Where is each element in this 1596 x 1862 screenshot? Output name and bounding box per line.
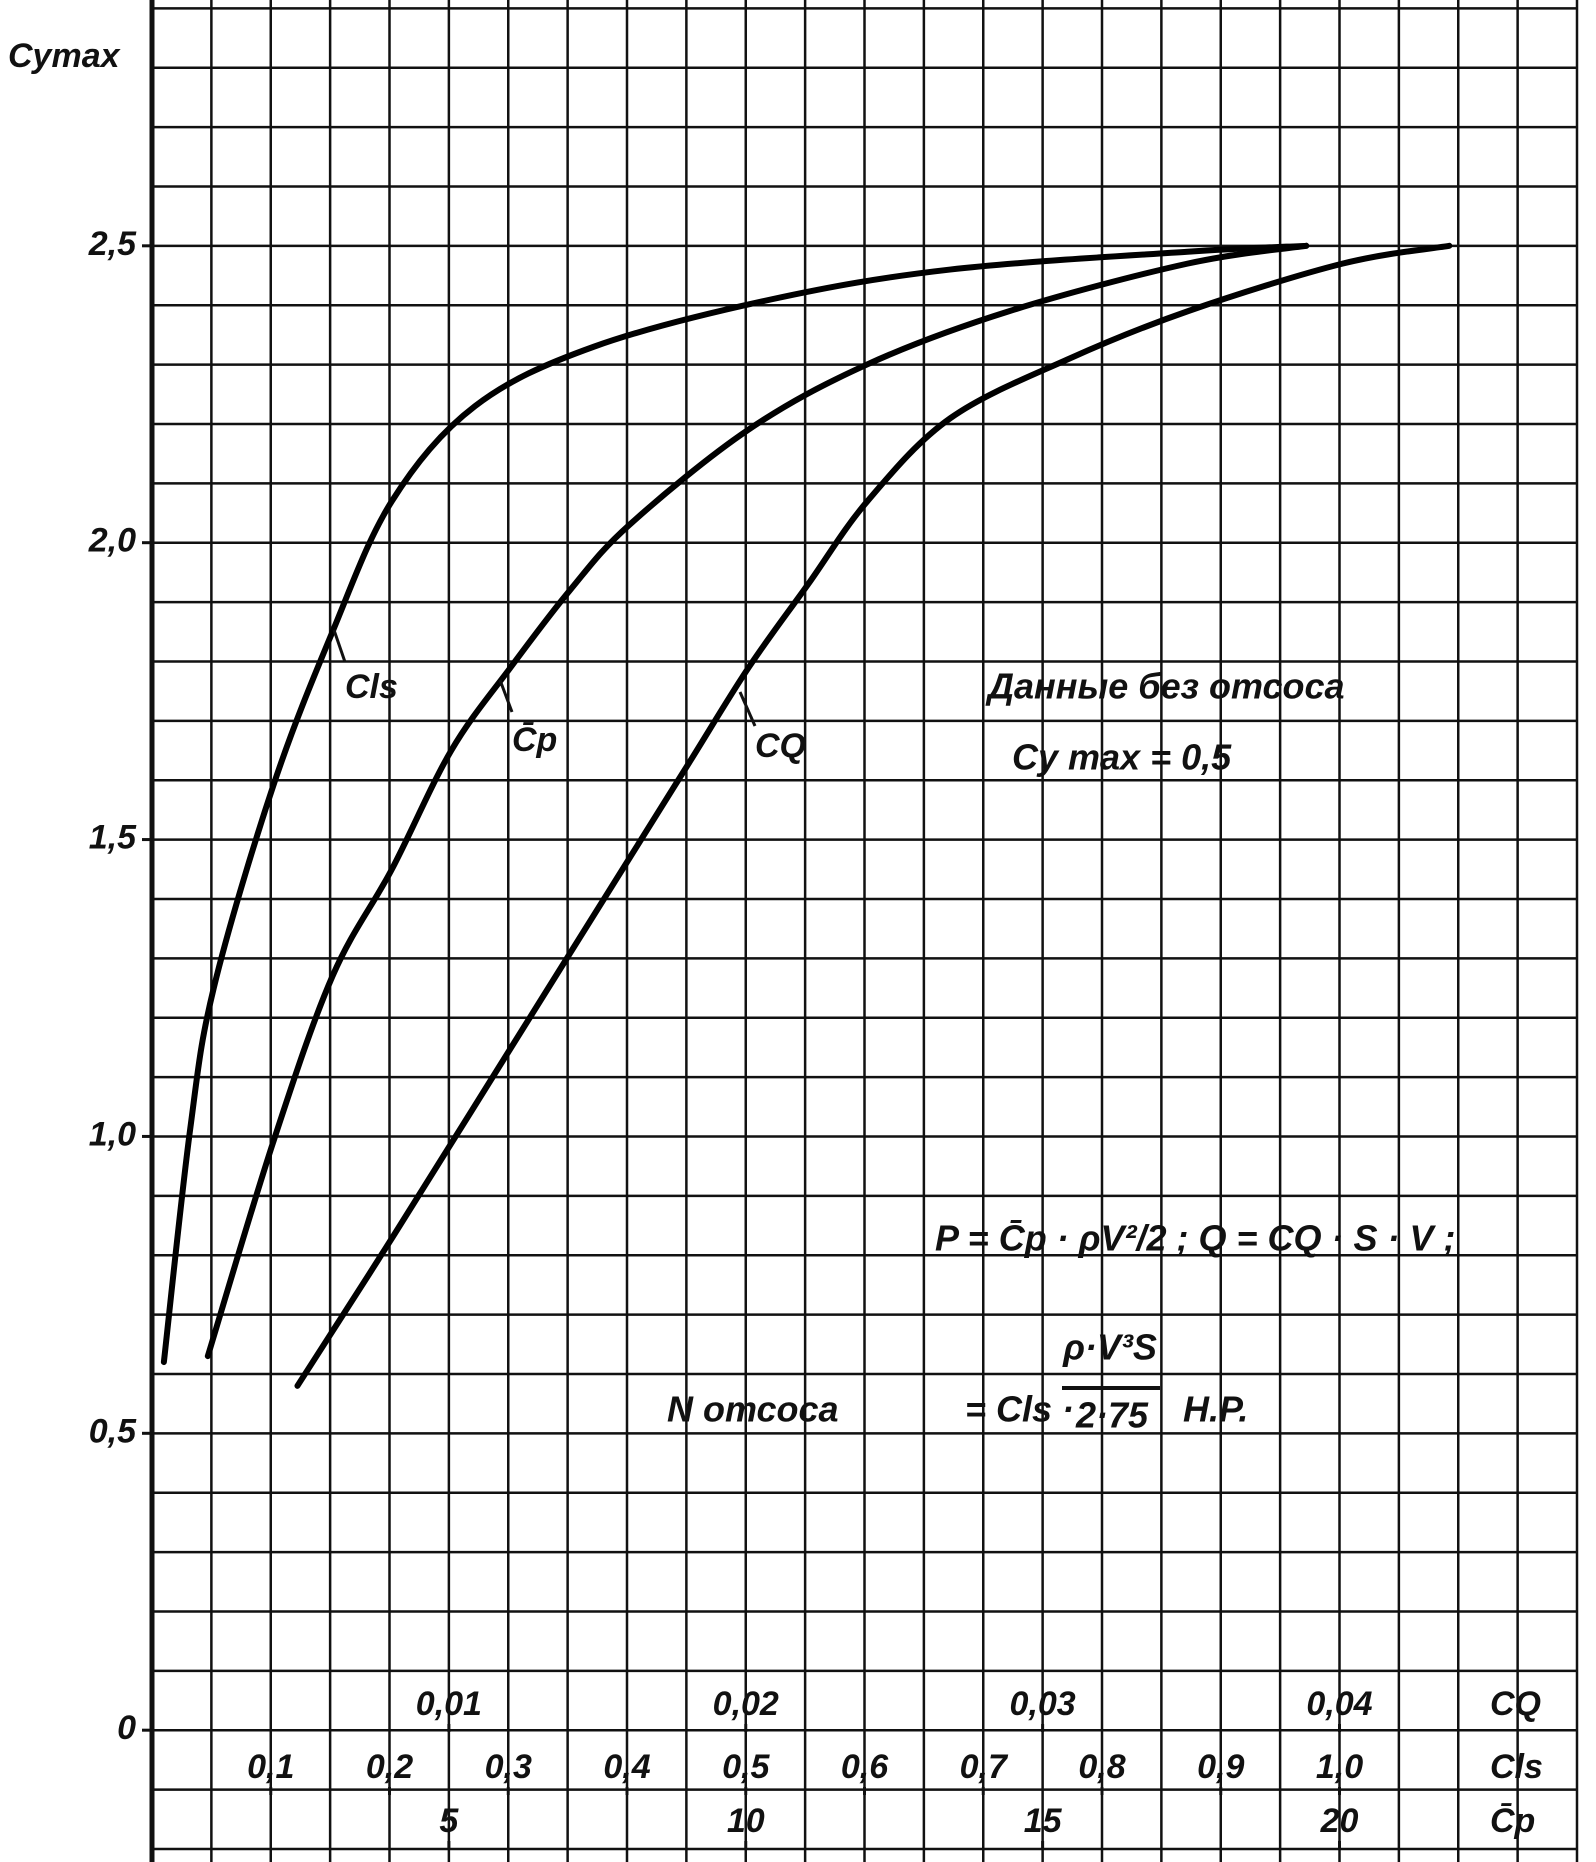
y-tick-label: 2,5	[88, 225, 137, 263]
annotation-formula: = Cls ·	[965, 1389, 1074, 1430]
leader-line	[332, 629, 347, 663]
annotation-baseline: Cy max = 0,5	[1012, 737, 1232, 778]
x-tick-label: 0,03	[1010, 1685, 1076, 1723]
y-tick-label: 0	[117, 1709, 136, 1747]
y-tick-label: 0,5	[89, 1412, 137, 1450]
leader-line	[738, 691, 757, 727]
series-label: C̄p	[512, 721, 557, 759]
annotation-formula: H.P.	[1183, 1389, 1248, 1430]
x-tick-label: 0,8	[1078, 1748, 1125, 1786]
curve	[294, 242, 1453, 1389]
x-tick-label: 5	[439, 1802, 459, 1840]
x-tick-label: 20	[1320, 1802, 1359, 1840]
y-axis-label: Cymax	[8, 37, 122, 75]
x-tick-label: 0,04	[1306, 1685, 1372, 1723]
x-axis-label: CQ	[1490, 1685, 1541, 1723]
y-tick-label: 1,5	[89, 819, 137, 857]
x-tick-label: 1,0	[1316, 1748, 1363, 1786]
annotation-note: Данные без отсоса	[985, 666, 1345, 707]
x-tick-label: 0,7	[960, 1748, 1009, 1786]
y-tick-label: 2,0	[88, 522, 136, 560]
x-tick-label: 0,4	[603, 1748, 650, 1786]
x-tick-label: 0,5	[722, 1748, 770, 1786]
series-label: CQ	[755, 727, 806, 765]
x-tick-label: 10	[727, 1802, 765, 1840]
x-tick-label: 0,6	[841, 1748, 889, 1786]
x-tick-label: 0,1	[247, 1748, 294, 1786]
x-tick-label: 0,02	[713, 1685, 779, 1723]
curve	[204, 242, 1310, 1360]
curve	[160, 242, 1310, 1366]
annotation-formula: 2·75	[1075, 1395, 1149, 1436]
annotation-formula: P = C̄p · ρV²/2 ; Q = CQ · S · V ;	[935, 1218, 1456, 1259]
x-tick-label: 0,2	[366, 1748, 413, 1786]
x-tick-label: 0,01	[416, 1685, 482, 1723]
x-tick-label: 15	[1024, 1802, 1063, 1840]
series-label: Cls	[345, 668, 398, 706]
annotation-formula: ρ·V³S	[1062, 1327, 1157, 1368]
curves	[160, 242, 1453, 1389]
annotation-formula: N отсоса	[667, 1389, 839, 1430]
y-tick-label: 1,0	[89, 1115, 136, 1153]
grid	[142, 0, 1579, 1862]
x-axis-label: C̄p	[1490, 1802, 1535, 1840]
x-tick-label: 0,9	[1197, 1748, 1244, 1786]
x-tick-label: 0,3	[485, 1748, 532, 1786]
leader-line	[498, 679, 514, 713]
x-axis-label: Cls	[1490, 1748, 1543, 1786]
